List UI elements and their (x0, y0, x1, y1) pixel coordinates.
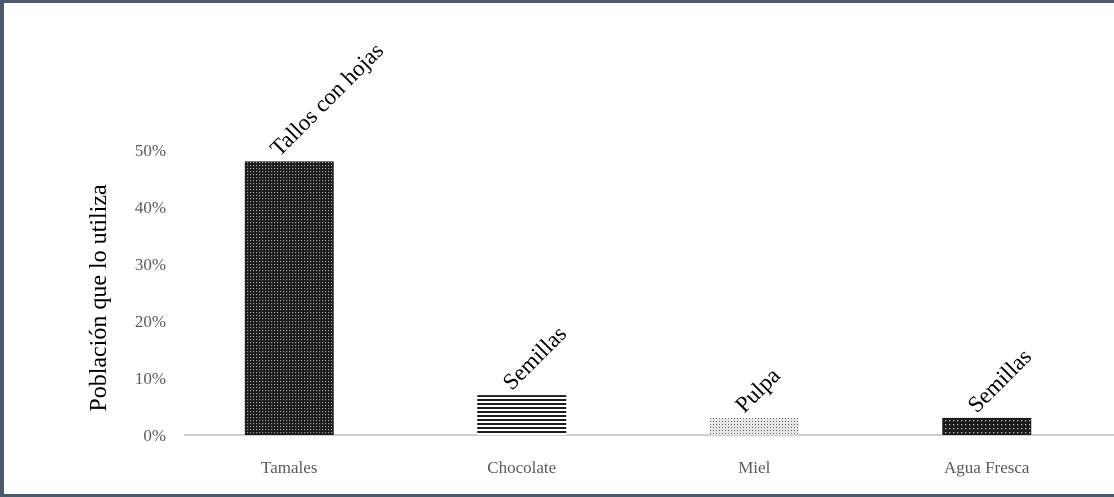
y-tick-label: 40% (135, 198, 166, 217)
data-label: Semillas (498, 321, 572, 395)
bar (244, 161, 334, 435)
data-labels: Tallos con hojas Semillas Pulpa Semillas (265, 38, 1036, 418)
x-category-label: Tamales (261, 458, 317, 477)
y-tick-label: 0% (143, 426, 166, 445)
y-tick-label: 10% (135, 369, 166, 388)
data-label: Semillas (963, 344, 1037, 418)
bar-chart: Población que lo utiliza 0% 10% 20% 30% 40% 5… (86, 38, 1114, 477)
y-axis-ticks: 0% 10% 20% 30% 40% 50% (135, 141, 166, 445)
category-labels: Tamales Chocolate Miel Agua Fresca (261, 458, 1030, 477)
bar (477, 395, 567, 435)
bar (942, 417, 1032, 435)
x-category-label: Chocolate (487, 458, 556, 477)
x-category-label: Miel (738, 458, 770, 477)
bar (709, 417, 799, 435)
y-tick-label: 20% (135, 312, 166, 331)
y-axis-label: Población que lo utiliza (86, 184, 112, 412)
y-tick-label: 30% (135, 255, 166, 274)
bars-group (244, 161, 1032, 435)
data-label: Pulpa (730, 363, 785, 418)
x-category-label: Agua Fresca (944, 458, 1030, 477)
data-label: Tallos con hojas (265, 38, 388, 161)
y-tick-label: 50% (135, 141, 166, 160)
